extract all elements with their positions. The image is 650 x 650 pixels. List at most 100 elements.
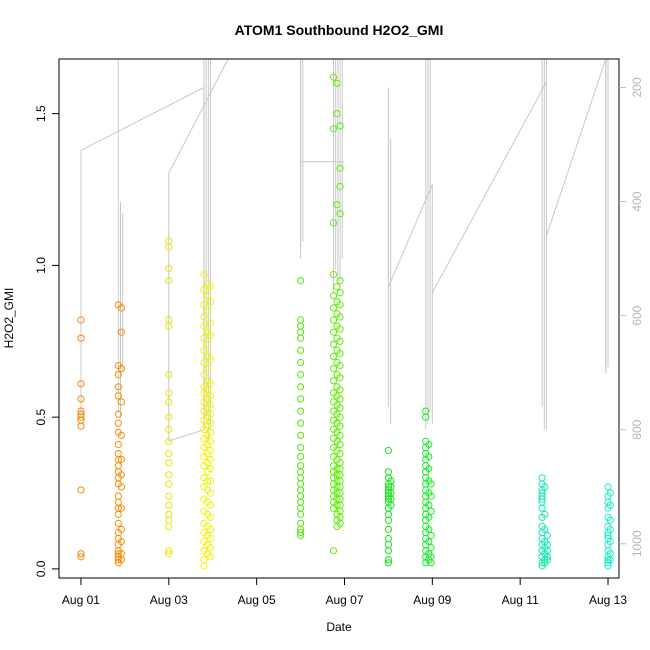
data-point (333, 501, 341, 509)
data-point (297, 519, 305, 528)
data-point (336, 301, 344, 309)
data-point (329, 340, 338, 348)
data-point (297, 498, 305, 506)
data-point (165, 522, 173, 531)
data-point (297, 277, 305, 285)
y-tick-label: 1.5 (34, 105, 48, 122)
data-point (165, 510, 173, 518)
y-tick-label: 1.0 (34, 257, 48, 274)
data-point (297, 443, 305, 452)
x-tick-label: Aug 01 (62, 593, 100, 607)
data-point (336, 413, 344, 421)
data-point (206, 477, 215, 485)
data-point (336, 182, 344, 191)
axes: Aug 01 Aug 03 Aug 05 Aug 07 Aug 09 Aug 11 Aug … (34, 58, 644, 607)
data-point (336, 450, 344, 458)
data-point (165, 425, 173, 433)
data-point (203, 292, 212, 300)
altitude-track (80, 59, 609, 442)
data-point (206, 534, 215, 543)
data-point (427, 507, 435, 515)
data-point (329, 73, 338, 81)
data-point (425, 525, 433, 534)
data-point (206, 456, 215, 464)
data-points (77, 73, 614, 570)
data-point (114, 519, 122, 528)
data-point (114, 450, 122, 458)
data-point (206, 380, 215, 388)
data-point (606, 538, 614, 546)
data-point (206, 283, 215, 291)
y-axis-label: H2O2_GMI (2, 288, 16, 349)
data-point (165, 322, 173, 330)
data-point (329, 292, 338, 300)
data-point (336, 277, 344, 285)
data-point (203, 477, 212, 485)
data-point (336, 386, 344, 394)
data-point (165, 501, 173, 509)
data-point (427, 480, 435, 488)
data-point (200, 313, 208, 321)
data-point (297, 462, 305, 470)
data-point (329, 316, 338, 324)
data-point (297, 371, 305, 379)
data-point (336, 337, 344, 345)
y-tick-label: 0.0 (34, 560, 48, 577)
data-point (384, 534, 392, 543)
data-point (606, 489, 614, 497)
data-point (206, 419, 215, 427)
plot-frame (58, 58, 620, 579)
data-point (200, 556, 208, 564)
data-point (165, 389, 173, 397)
data-point (333, 283, 341, 291)
data-point (77, 422, 85, 430)
data-point (114, 383, 122, 391)
data-point (336, 349, 344, 357)
data-point (336, 122, 344, 130)
data-point (206, 428, 215, 436)
data-point (117, 456, 126, 464)
data-point (117, 471, 126, 479)
data-point (114, 556, 122, 564)
data-point (200, 346, 208, 354)
data-point (114, 419, 122, 427)
data-point (77, 380, 85, 388)
data-point (206, 319, 215, 327)
data-point (604, 531, 612, 540)
data-point (117, 525, 126, 534)
data-point (297, 480, 305, 488)
data-point (206, 446, 215, 455)
data-point (206, 525, 215, 534)
data-point (77, 486, 85, 494)
data-point (114, 410, 122, 418)
data-point (336, 440, 344, 449)
data-point (77, 550, 85, 558)
data-point (297, 316, 305, 324)
data-point (165, 413, 173, 421)
data-point (384, 547, 392, 555)
data-point (206, 355, 215, 364)
data-point (606, 516, 614, 524)
data-point (329, 377, 338, 385)
data-point (117, 483, 126, 491)
data-point (297, 419, 305, 427)
data-point (543, 553, 552, 561)
data-point (604, 562, 612, 570)
data-point (297, 486, 305, 494)
data-point (336, 519, 344, 528)
data-point (206, 544, 215, 552)
data-point (297, 468, 305, 476)
data-point (117, 556, 126, 564)
data-point (541, 525, 549, 534)
data-point (200, 270, 208, 279)
altitude-line (546, 59, 607, 373)
data-point (114, 510, 122, 518)
data-point (77, 334, 85, 342)
data-point (606, 556, 614, 564)
data-point (117, 304, 126, 312)
data-point (336, 431, 344, 439)
data-point (333, 201, 341, 209)
x-tick-label: Aug 13 (589, 593, 627, 607)
data-point (384, 516, 392, 524)
